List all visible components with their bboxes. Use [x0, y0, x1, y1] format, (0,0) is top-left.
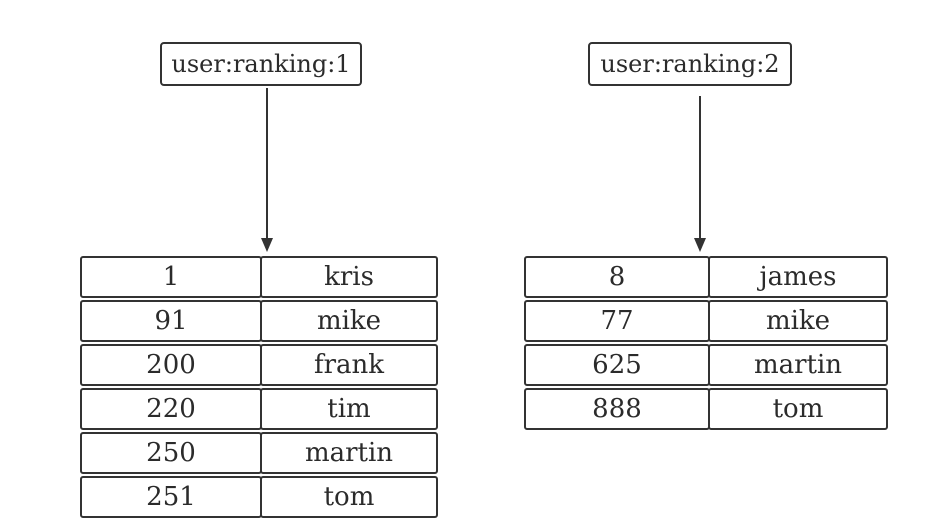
score-cell: 625 — [524, 344, 710, 386]
score-cell: 77 — [524, 300, 710, 342]
key-label-1: user:ranking:1 — [160, 42, 362, 86]
member-cell: martin — [260, 432, 438, 474]
score-cell: 200 — [80, 344, 262, 386]
table-row: 200 frank — [80, 344, 438, 388]
sorted-set-table-1: 1 kris 91 mike 200 frank 220 tim 250 mar… — [80, 256, 438, 520]
arrow-2-head — [694, 238, 706, 252]
table-row: 77 mike — [524, 300, 888, 344]
table-row: 91 mike — [80, 300, 438, 344]
table-row: 251 tom — [80, 476, 438, 520]
table-row: 8 james — [524, 256, 888, 300]
member-cell: martin — [708, 344, 888, 386]
score-cell: 250 — [80, 432, 262, 474]
score-cell: 888 — [524, 388, 710, 430]
table-row: 1 kris — [80, 256, 438, 300]
score-cell: 91 — [80, 300, 262, 342]
score-cell: 251 — [80, 476, 262, 518]
table-row: 220 tim — [80, 388, 438, 432]
score-cell: 220 — [80, 388, 262, 430]
member-cell: frank — [260, 344, 438, 386]
member-cell: tom — [708, 388, 888, 430]
member-cell: tim — [260, 388, 438, 430]
member-cell: mike — [260, 300, 438, 342]
score-cell: 1 — [80, 256, 262, 298]
member-cell: tom — [260, 476, 438, 518]
table-row: 888 tom — [524, 388, 888, 432]
key-label-2: user:ranking:2 — [588, 42, 792, 86]
member-cell: james — [708, 256, 888, 298]
member-cell: mike — [708, 300, 888, 342]
arrow-1-head — [261, 238, 273, 252]
sorted-set-table-2: 8 james 77 mike 625 martin 888 tom — [524, 256, 888, 432]
arrow-1 — [261, 88, 273, 252]
table-row: 625 martin — [524, 344, 888, 388]
member-cell: kris — [260, 256, 438, 298]
table-row: 250 martin — [80, 432, 438, 476]
score-cell: 8 — [524, 256, 710, 298]
arrow-2 — [694, 96, 706, 252]
